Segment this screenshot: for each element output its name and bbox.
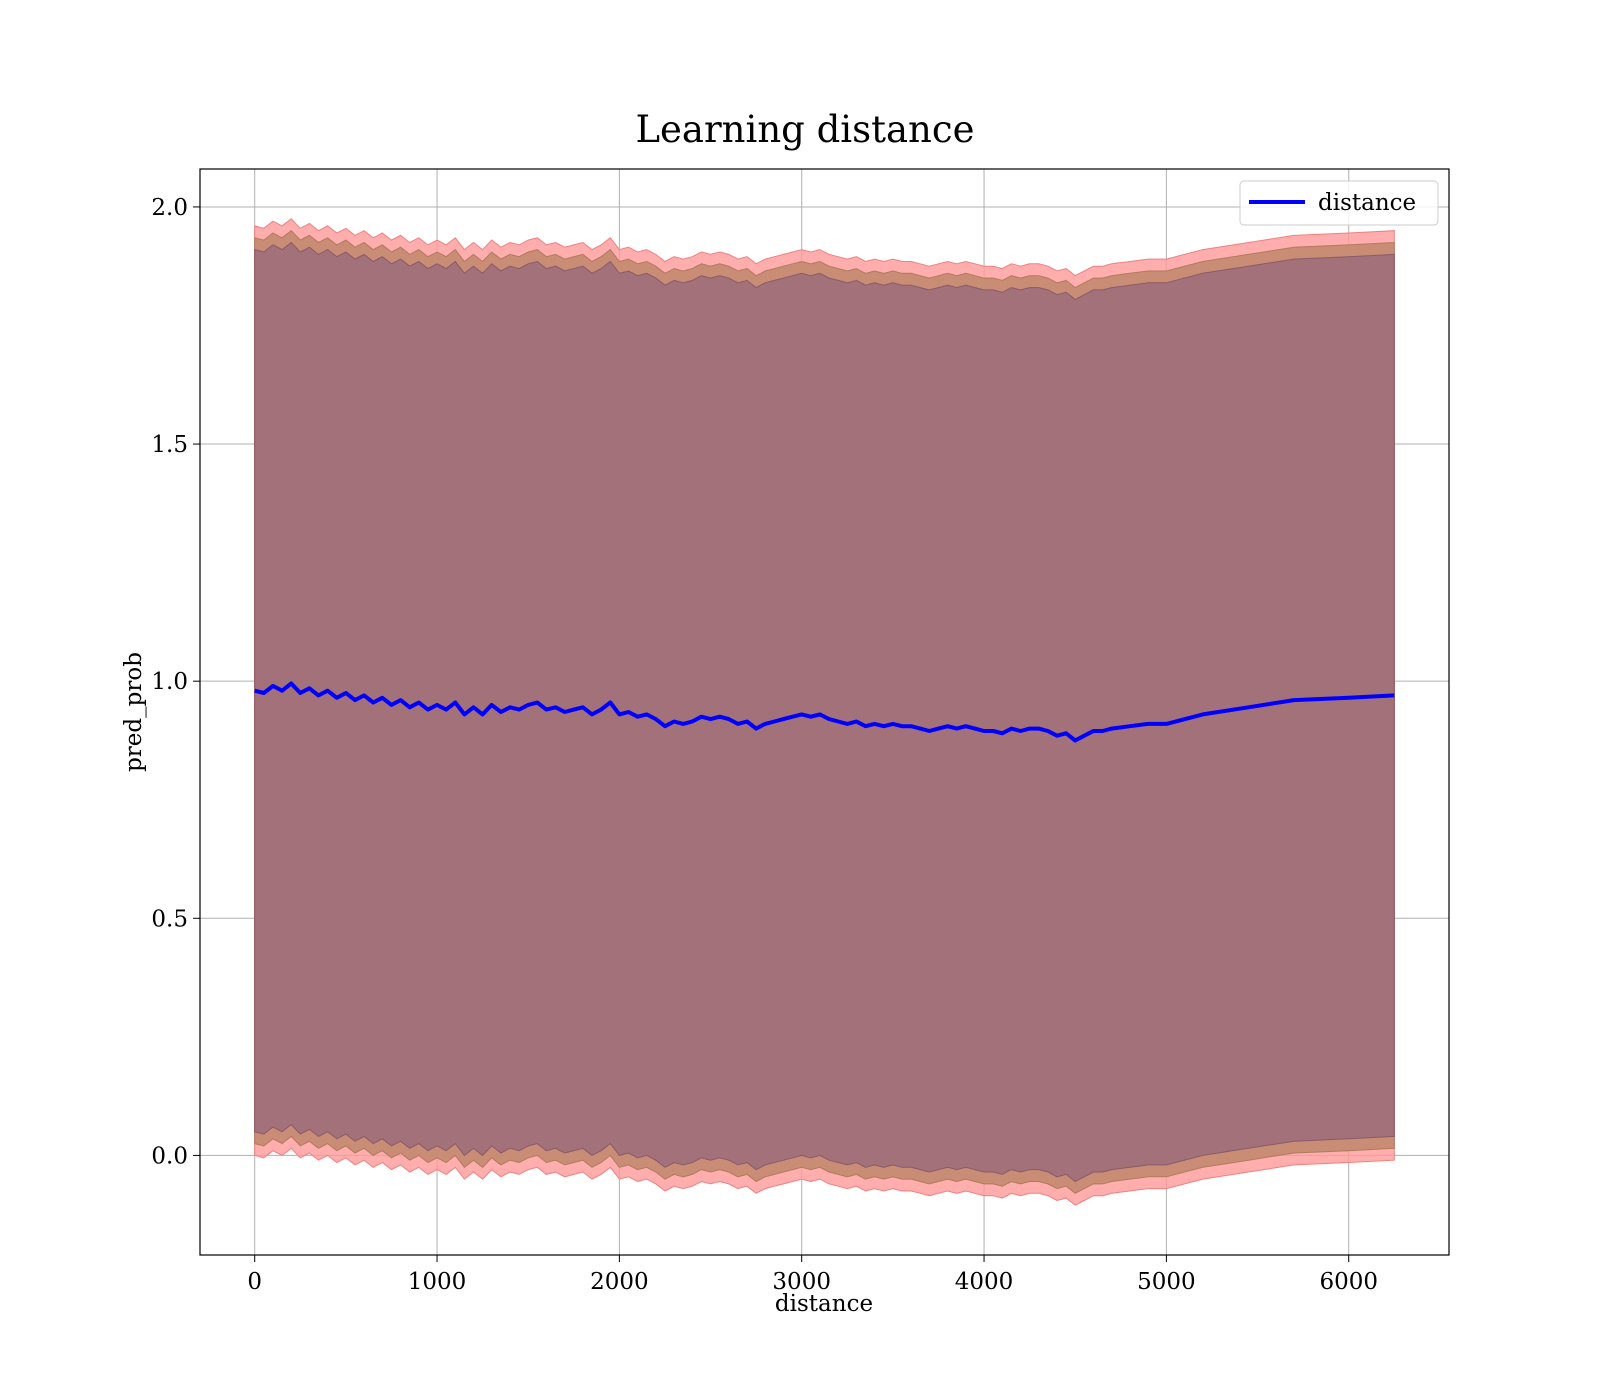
x-tick-label: 6000	[1319, 1269, 1378, 1295]
y-axis-label: pred_prob	[121, 652, 147, 772]
legend: distance	[1239, 180, 1439, 226]
y-tick-label: 1.5	[151, 432, 188, 458]
x-ticks: 0 1000 2000 3000 4000 5000 6000	[247, 1255, 1378, 1295]
x-tick-label: 5000	[1137, 1269, 1196, 1295]
legend-box	[1239, 180, 1439, 226]
y-ticks: 0.0 0.5 1.0 1.5 2.0	[151, 195, 200, 1169]
x-tick-label: 1000	[408, 1269, 467, 1295]
y-tick-label: 1.0	[151, 669, 188, 695]
y-tick-label: 2.0	[151, 195, 188, 221]
x-tick-label: 3000	[772, 1269, 831, 1295]
x-tick-label: 2000	[590, 1269, 649, 1295]
legend-label-distance: distance	[1318, 190, 1416, 216]
chart-title: Learning distance	[635, 108, 974, 151]
plot-frame	[199, 168, 1450, 1256]
y-tick-label: 0.5	[151, 906, 188, 932]
y-tick-label: 0.0	[151, 1143, 188, 1169]
x-tick-label: 4000	[955, 1269, 1014, 1295]
series-lines	[254, 681, 1395, 743]
confidence-bands	[254, 218, 1395, 1206]
x-tick-label: 0	[247, 1269, 262, 1295]
x-axis-label: distance	[775, 1291, 873, 1317]
series-line-distance	[254, 681, 1395, 743]
band-inner	[254, 241, 1395, 1183]
